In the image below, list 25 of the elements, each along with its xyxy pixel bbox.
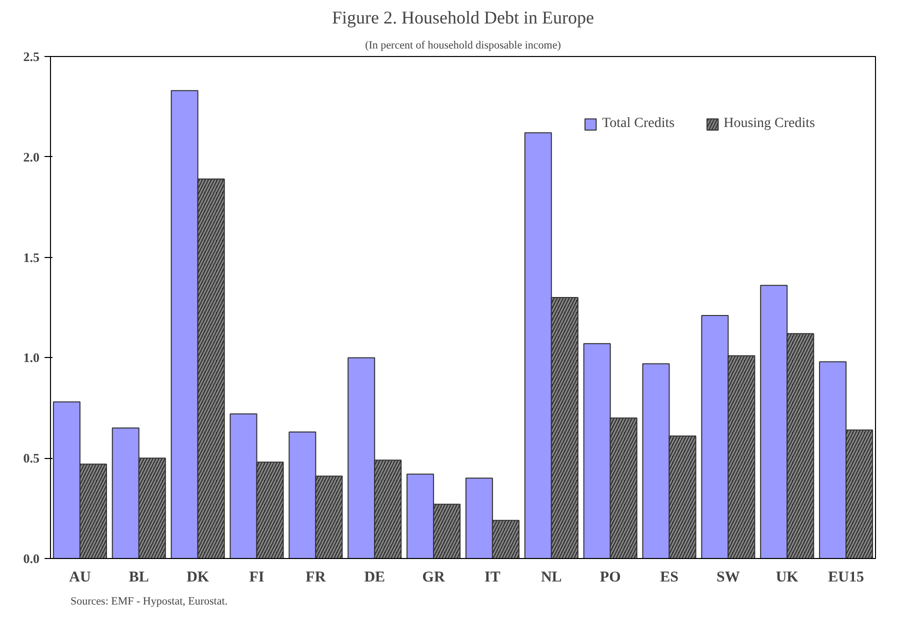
source-note: Sources: EMF - Hypostat, Eurostat. xyxy=(70,596,228,608)
x-tick-label: DE xyxy=(364,570,386,586)
x-tick-label: DK xyxy=(186,570,210,586)
y-tick-label: 1.5 xyxy=(23,250,40,265)
x-tick-label: BL xyxy=(128,570,149,586)
chart-subtitle: (In percent of household disposable income) xyxy=(365,40,562,52)
x-tick-label: EU15 xyxy=(828,570,864,586)
x-tick-label: UK xyxy=(776,570,799,586)
x-tick-label: ES xyxy=(660,570,678,586)
chart-title: Figure 2. Household Debt in Europe xyxy=(332,8,594,28)
legend-label: Total Credits xyxy=(602,116,675,132)
x-tick-label: IT xyxy=(484,570,500,586)
x-tick-label: GR xyxy=(422,570,445,586)
y-tick-label: 2.0 xyxy=(23,149,40,164)
legend-label: Housing Credits xyxy=(724,116,815,132)
y-tick-label: 2.5 xyxy=(23,49,40,64)
x-tick-label: SW xyxy=(716,570,740,586)
y-tick-label: 0.5 xyxy=(23,450,40,466)
y-tick-label: 0.0 xyxy=(23,551,40,566)
x-tick-label: AU xyxy=(69,570,91,586)
x-tick-label: FR xyxy=(306,570,326,586)
x-tick-label: PO xyxy=(600,570,621,586)
y-tick-label: 1.0 xyxy=(23,350,40,366)
x-tick-label: FI xyxy=(249,570,264,586)
x-tick-label: NL xyxy=(540,570,562,586)
